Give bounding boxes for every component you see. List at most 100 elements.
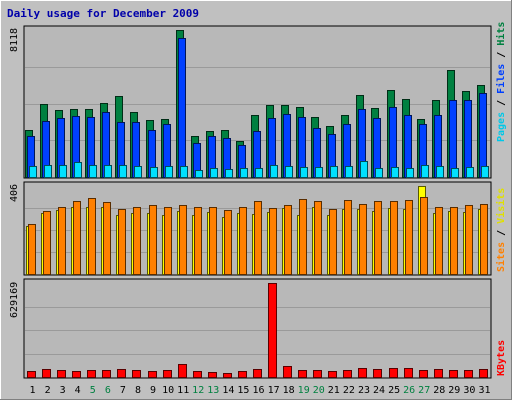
sites-bar-day-1 (28, 224, 36, 275)
legend-visits: Visits (495, 188, 507, 224)
pages-bar-day-18 (285, 166, 293, 178)
legend-sep-3: / (496, 224, 507, 242)
x-tick-label-18: 18 (283, 385, 295, 396)
x-tick-label-28: 28 (433, 385, 445, 396)
legend-sites: Sites (495, 242, 507, 272)
pages-bar-day-19 (300, 167, 308, 178)
kbytes-bar-day-17 (268, 283, 277, 378)
pages-bar-day-17 (270, 165, 278, 178)
sites-bar-day-19 (299, 199, 307, 275)
pages-bar-day-7 (119, 165, 127, 178)
files-bar-day-31 (479, 93, 487, 178)
x-axis-labels: 1 2 3 4 5 6 7 8 9 10 11 12 13 14 15 16 17 18 19 20 21 22 23 24 2… (29, 385, 490, 396)
legend-sep-1: / (496, 94, 507, 112)
x-tick-label-13: 13 (207, 385, 219, 396)
sites-bar-day-16 (254, 201, 262, 275)
hits-axis-legend: Pages / Files / Hits (495, 22, 507, 142)
pages-bar-day-8 (134, 166, 142, 178)
kbytes-bar-day-30 (464, 370, 473, 378)
x-tick-label-31: 31 (478, 385, 490, 396)
kbytes-bar-day-21 (328, 371, 337, 378)
pages-bar-day-27 (421, 165, 429, 178)
x-tick-label-17: 17 (268, 385, 280, 396)
sites-bar-day-13 (209, 207, 217, 275)
files-bar-day-11 (178, 38, 186, 178)
pages-bar-day-10 (165, 166, 173, 178)
x-tick-label-7: 7 (120, 385, 126, 396)
sites-bar-day-21 (329, 209, 337, 275)
kbytes-panel (23, 278, 492, 379)
kbytes-bar-day-1 (27, 371, 36, 378)
kbytes-bar-day-5 (87, 370, 96, 378)
hits-max-label: 8118 (9, 28, 20, 52)
sites-bar-day-29 (450, 207, 458, 275)
pages-bar-day-14 (225, 169, 233, 178)
kbytes-bar-day-6 (102, 370, 111, 378)
x-tick-label-4: 4 (75, 385, 81, 396)
sites-bar-day-23 (359, 204, 367, 275)
x-tick-label-21: 21 (328, 385, 340, 396)
sites-bar-day-12 (194, 207, 202, 275)
pages-bar-day-5 (89, 165, 97, 178)
x-tick-label-8: 8 (135, 385, 141, 396)
visits-axis-legend: Sites / Visits (495, 188, 507, 272)
sites-bar-day-15 (239, 207, 247, 275)
sites-bar-day-14 (224, 210, 232, 275)
kbytes-bar-day-20 (313, 370, 322, 378)
kbytes-bar-day-4 (72, 371, 81, 378)
pages-bar-day-28 (436, 166, 444, 178)
visits-max-label: 406 (9, 184, 20, 202)
x-tick-label-16: 16 (252, 385, 264, 396)
chart-title: Daily usage for December 2009 (7, 7, 199, 20)
pages-bar-day-24 (375, 168, 383, 178)
pages-bar-day-20 (315, 167, 323, 178)
kbytes-bar-day-3 (57, 370, 66, 378)
kbytes-bar-day-15 (238, 371, 247, 378)
x-tick-label-29: 29 (448, 385, 460, 396)
sites-bar-day-24 (374, 201, 382, 275)
kbytes-axis-legend: KBytes (496, 340, 507, 376)
x-tick-label-22: 22 (343, 385, 355, 396)
kbytes-bar-day-24 (373, 369, 382, 378)
kbytes-bar-day-19 (298, 370, 307, 378)
x-tick-label-19: 19 (298, 385, 310, 396)
pages-bar-day-11 (180, 166, 188, 178)
kbytes-bar-day-29 (449, 370, 458, 378)
pages-bar-day-31 (481, 166, 489, 178)
sites-bar-day-30 (465, 205, 473, 275)
sites-bar-day-25 (390, 201, 398, 275)
pages-bar-day-16 (255, 168, 263, 178)
sites-bar-day-7 (118, 209, 126, 275)
x-tick-label-30: 30 (463, 385, 475, 396)
kbytes-bar-day-27 (419, 370, 428, 378)
sites-bar-day-27 (420, 197, 428, 275)
pages-bar-day-4 (74, 162, 82, 178)
kbytes-bar-day-26 (404, 368, 413, 378)
kbytes-bar-day-12 (193, 371, 202, 378)
kbytes-max-label: 629169 (9, 282, 20, 318)
kbytes-bar-day-31 (479, 369, 488, 378)
pages-bar-day-29 (451, 168, 459, 178)
kbytes-bar-day-11 (178, 364, 187, 378)
x-tick-label-26: 26 (403, 385, 415, 396)
x-tick-label-2: 2 (45, 385, 51, 396)
pages-bar-day-3 (59, 165, 67, 178)
sites-bar-day-26 (405, 200, 413, 275)
x-tick-label-11: 11 (177, 385, 189, 396)
sites-bar-day-28 (435, 207, 443, 275)
pages-bar-day-22 (345, 166, 353, 178)
x-tick-label-27: 27 (418, 385, 430, 396)
legend-pages: Pages (496, 112, 507, 142)
pages-bar-day-9 (150, 167, 158, 178)
x-tick-label-15: 15 (237, 385, 249, 396)
sites-bar-day-4 (73, 201, 81, 275)
x-tick-label-23: 23 (358, 385, 370, 396)
kbytes-bar-day-10 (163, 370, 172, 378)
x-tick-label-1: 1 (29, 385, 35, 396)
kbytes-bar-day-25 (389, 368, 398, 378)
sites-bar-day-3 (58, 207, 66, 275)
sites-bar-day-8 (133, 207, 141, 275)
kbytes-bar-day-9 (148, 371, 157, 378)
